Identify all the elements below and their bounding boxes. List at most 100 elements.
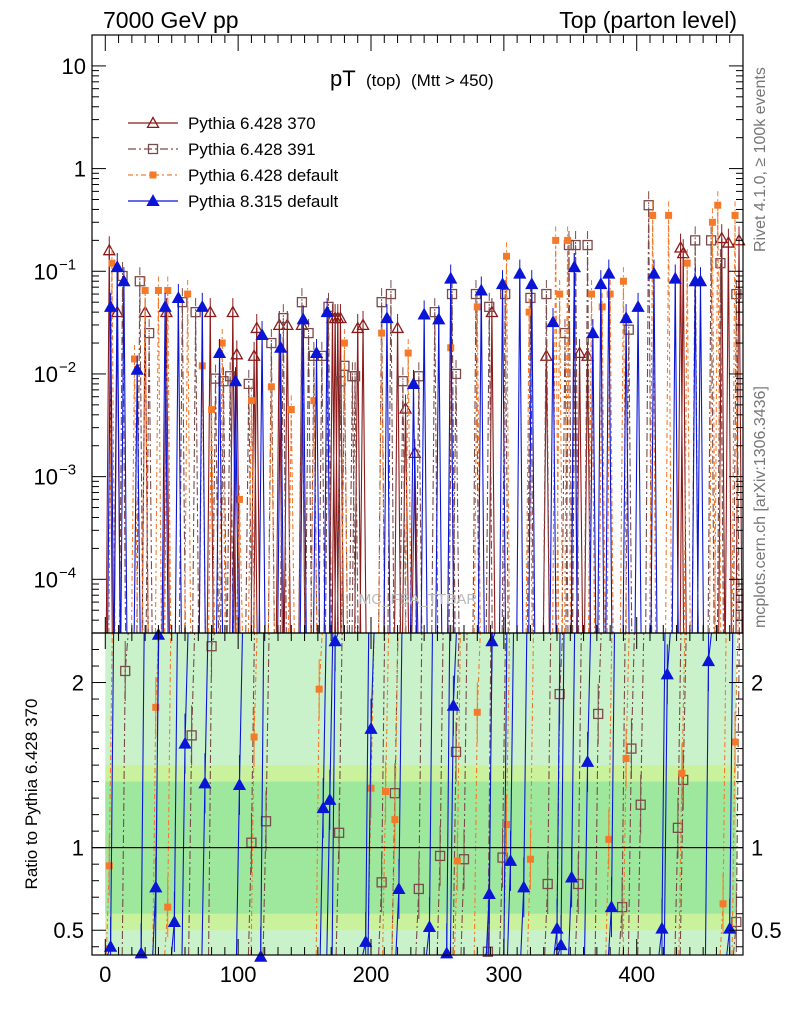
ratio-series-1 — [105, 632, 739, 956]
watermark: MC_FBA_TTBAR — [359, 591, 478, 608]
ratio-point — [635, 799, 646, 810]
data-point — [705, 235, 717, 246]
ratio-point — [120, 665, 131, 677]
rivet-label: Rivet 4.1.0, ≥ 100k events — [752, 67, 769, 252]
ratio-point — [580, 754, 595, 767]
data-point — [303, 327, 314, 339]
data-point — [444, 271, 458, 284]
ratio-point — [323, 792, 337, 805]
ratio-point — [364, 721, 378, 734]
data-point — [390, 321, 405, 334]
data-point — [266, 337, 277, 349]
data-point — [513, 266, 527, 279]
ratio-point — [593, 708, 604, 720]
data-point — [552, 236, 560, 244]
ratio-point — [359, 934, 373, 947]
ratio-ytick-label-right: 1 — [751, 836, 763, 861]
main-ytick-label: 1 — [74, 157, 86, 182]
ratio-point — [186, 730, 197, 741]
legend-marker — [146, 116, 160, 129]
xtick-label: 200 — [353, 962, 390, 987]
main-ytick-label-exponent: −1 — [59, 256, 76, 273]
data-point — [582, 239, 593, 251]
ratio-panel-series — [92, 627, 743, 962]
data-point — [310, 397, 318, 405]
data-point — [602, 266, 616, 279]
header-right: Top (parton level) — [559, 7, 737, 33]
ratio-point — [434, 850, 446, 862]
data-point — [714, 201, 722, 209]
legend: Pythia 6.428 370 Pythia 6.428 391 Pythia 6… — [128, 114, 339, 211]
ratio-point — [678, 769, 686, 777]
data-point — [429, 306, 440, 318]
main-panel-series — [102, 191, 746, 634]
data-point — [417, 307, 431, 320]
data-point — [567, 260, 581, 273]
data-point — [110, 260, 124, 273]
ratio-point — [554, 938, 568, 951]
ratio-point — [517, 880, 531, 893]
data-point — [446, 288, 458, 300]
data-point — [309, 346, 324, 359]
data-point — [594, 277, 608, 290]
main-ytick-label-exponent: −2 — [59, 359, 76, 376]
legend-item: Pythia 8.315 default — [128, 192, 339, 211]
data-point — [588, 290, 596, 298]
ratio-point — [731, 738, 739, 746]
data-point — [376, 297, 387, 308]
data-point — [226, 305, 240, 318]
data-point — [668, 271, 682, 284]
axes — [91, 34, 744, 956]
ratio-ytick-label-right: 2 — [751, 671, 763, 696]
legend-label: Pythia 6.428 370 — [188, 114, 316, 133]
main-ytick-label: 10 — [34, 465, 58, 490]
data-point — [247, 397, 255, 405]
legend-label: Pythia 8.315 default — [188, 192, 339, 211]
data-point — [631, 300, 645, 312]
ratio-point — [164, 903, 172, 911]
ratio-series-0 — [120, 632, 742, 957]
ratio-point — [660, 667, 674, 680]
data-point — [349, 371, 361, 382]
data-point — [546, 315, 560, 328]
ratio-point — [198, 776, 212, 789]
data-point — [708, 218, 716, 226]
data-point — [243, 378, 254, 390]
data-point — [130, 362, 144, 375]
data-point — [683, 259, 691, 267]
ratio-point — [149, 880, 163, 893]
data-point — [732, 233, 746, 246]
main-ytick-label-exponent: −4 — [59, 564, 76, 581]
ratio-point — [542, 878, 553, 890]
data-point — [572, 346, 587, 359]
data-point — [250, 321, 264, 334]
data-point — [296, 297, 308, 308]
ratio-point — [167, 915, 181, 928]
data-point — [158, 300, 172, 312]
ratio-point — [622, 754, 630, 762]
ratio-point — [316, 801, 330, 814]
mcplots-label: mcplots.cern.ch [arXiv:1306.3436] — [752, 386, 769, 628]
data-point — [495, 277, 510, 290]
data-point — [164, 286, 172, 294]
series-1 — [117, 191, 742, 634]
data-point — [171, 291, 185, 303]
data-point — [108, 259, 116, 267]
legend-item: Pythia 6.428 default — [128, 166, 339, 185]
ratio-point — [450, 746, 462, 758]
ratio-point — [616, 901, 628, 913]
data-point — [404, 349, 412, 357]
ratio-ylabel: Ratio to Pythia 6.428 370 — [22, 699, 41, 890]
data-point — [525, 308, 533, 316]
ratio-point — [497, 852, 508, 863]
ratio-point — [315, 685, 323, 693]
data-point — [287, 406, 295, 414]
series-3 — [103, 253, 708, 634]
data-point — [280, 318, 294, 331]
data-point — [690, 235, 701, 246]
data-point — [525, 292, 536, 304]
main-ytick-label: 10 — [34, 567, 58, 592]
legend-item: Pythia 6.428 391 — [128, 140, 316, 159]
data-point — [218, 339, 226, 347]
ratio-point — [565, 870, 579, 883]
